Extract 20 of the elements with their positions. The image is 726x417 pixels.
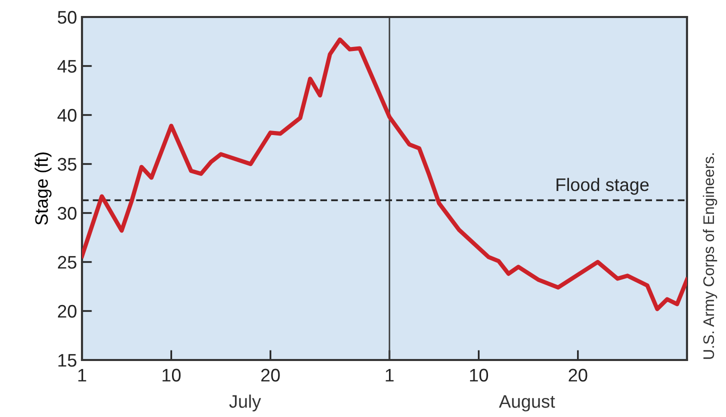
- x-tick-label: 1: [386, 368, 394, 382]
- y-tick-label: 15: [58, 354, 76, 367]
- x-tick-label: 1: [78, 368, 86, 382]
- x-tick-label: 20: [261, 368, 280, 382]
- text: August: [498, 395, 555, 412]
- ref-line-label: Flood stage: [556, 178, 649, 195]
- y-tick-label: 40: [57, 108, 76, 122]
- x-tick-label: 10: [162, 368, 181, 382]
- y-tick-label: 25: [58, 256, 76, 269]
- y-tick-label: 50: [58, 10, 76, 24]
- x-tick-label: 20: [568, 368, 588, 382]
- y-tick-label: 30: [58, 206, 76, 220]
- y-tick-label: 20: [58, 304, 76, 318]
- x-tick-label: 10: [470, 368, 488, 382]
- line-series: [82, 37, 687, 312]
- text: U.S. Army Corps of Engineers.: [702, 153, 718, 359]
- y-axis-title: Stage (ft): [34, 152, 52, 225]
- y-tick-label: 45: [57, 60, 76, 73]
- y-tick-label: 35: [58, 158, 76, 171]
- text: July: [229, 394, 262, 412]
